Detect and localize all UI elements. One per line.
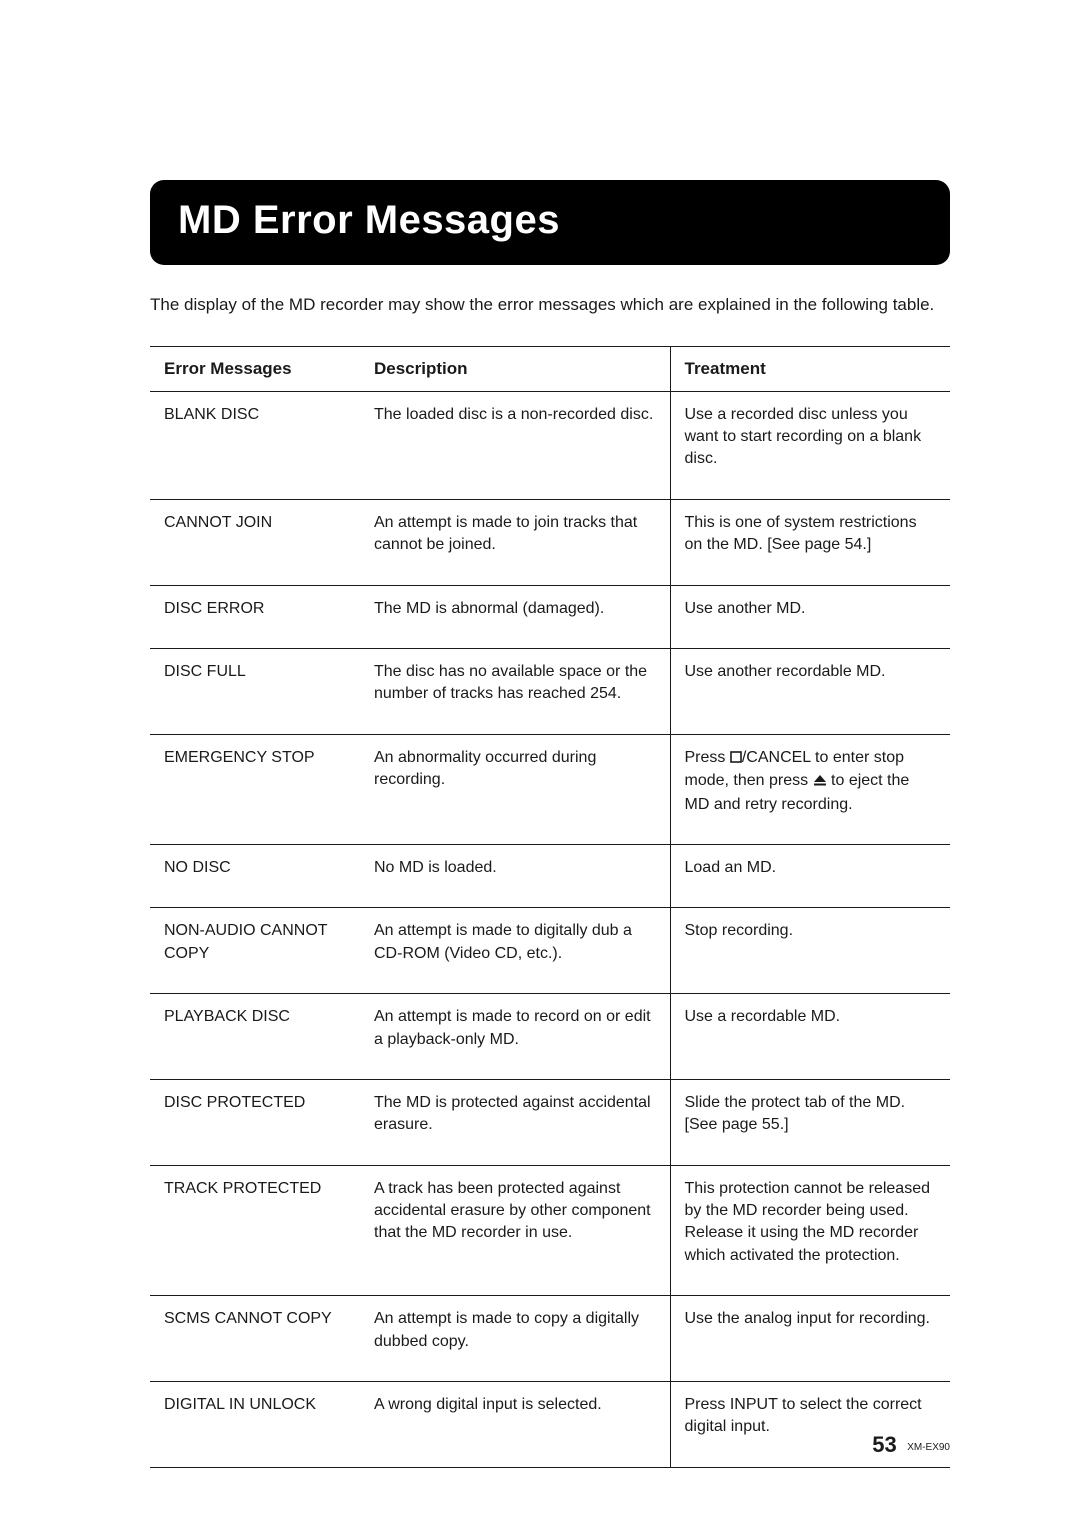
- cell-msg: DISC FULL: [150, 648, 360, 734]
- eject-icon: [813, 771, 827, 793]
- footer: 53 XM-EX90: [872, 1432, 950, 1458]
- cell-desc: The loaded disc is a non-recorded disc.: [360, 391, 670, 499]
- error-table: Error Messages Description Treatment BLA…: [150, 346, 950, 1468]
- table-row: NO DISC No MD is loaded. Load an MD.: [150, 844, 950, 907]
- cell-desc: The disc has no available space or the n…: [360, 648, 670, 734]
- cell-treat: Use the analog input for recording.: [670, 1296, 950, 1382]
- header-error-messages: Error Messages: [150, 346, 360, 391]
- header-description: Description: [360, 346, 670, 391]
- cell-desc: An attempt is made to record on or edit …: [360, 994, 670, 1080]
- cell-treat: This is one of system restrictions on th…: [670, 499, 950, 585]
- table-row: NON-AUDIO CANNOT COPY An attempt is made…: [150, 908, 950, 994]
- table-row: DIGITAL IN UNLOCK A wrong digital input …: [150, 1382, 950, 1468]
- table-row: CANNOT JOIN An attempt is made to join t…: [150, 499, 950, 585]
- cell-msg: DIGITAL IN UNLOCK: [150, 1382, 360, 1468]
- cell-desc: An attempt is made to join tracks that c…: [360, 499, 670, 585]
- cell-desc: The MD is abnormal (damaged).: [360, 585, 670, 648]
- stop-icon: [730, 748, 742, 770]
- table-row: DISC ERROR The MD is abnormal (damaged).…: [150, 585, 950, 648]
- cell-treat: Slide the protect tab of the MD. [See pa…: [670, 1079, 950, 1165]
- cell-desc: No MD is loaded.: [360, 844, 670, 907]
- table-row: SCMS CANNOT COPY An attempt is made to c…: [150, 1296, 950, 1382]
- cell-msg: DISC PROTECTED: [150, 1079, 360, 1165]
- page: MD Error Messages The display of the MD …: [0, 0, 1080, 1528]
- cell-desc: An attempt is made to copy a digitally d…: [360, 1296, 670, 1382]
- cell-msg: SCMS CANNOT COPY: [150, 1296, 360, 1382]
- cell-treat: Use a recordable MD.: [670, 994, 950, 1080]
- cell-treat: Use another MD.: [670, 585, 950, 648]
- cell-treat: Use a recorded disc unless you want to s…: [670, 391, 950, 499]
- table-row: TRACK PROTECTED A track has been protect…: [150, 1165, 950, 1296]
- table-row: BLANK DISC The loaded disc is a non-reco…: [150, 391, 950, 499]
- model-label: XM-EX90: [907, 1442, 950, 1453]
- cell-treat: Load an MD.: [670, 844, 950, 907]
- table-header-row: Error Messages Description Treatment: [150, 346, 950, 391]
- cell-desc: A wrong digital input is selected.: [360, 1382, 670, 1468]
- table-row: EMERGENCY STOP An abnormality occurred d…: [150, 734, 950, 844]
- cell-desc: A track has been protected against accid…: [360, 1165, 670, 1296]
- cell-msg: TRACK PROTECTED: [150, 1165, 360, 1296]
- cell-treat-text: Press: [685, 749, 730, 766]
- cell-msg: PLAYBACK DISC: [150, 994, 360, 1080]
- cell-msg: NO DISC: [150, 844, 360, 907]
- cell-treat: Use another recordable MD.: [670, 648, 950, 734]
- table-row: PLAYBACK DISC An attempt is made to reco…: [150, 994, 950, 1080]
- header-treatment: Treatment: [670, 346, 950, 391]
- table-row: DISC PROTECTED The MD is protected again…: [150, 1079, 950, 1165]
- cell-desc: The MD is protected against accidental e…: [360, 1079, 670, 1165]
- cell-treat: Press /CANCEL to enter stop mode, then p…: [670, 734, 950, 844]
- cell-treat: Stop recording.: [670, 908, 950, 994]
- cell-desc: An attempt is made to digitally dub a CD…: [360, 908, 670, 994]
- cell-msg: BLANK DISC: [150, 391, 360, 499]
- cell-desc: An abnormality occurred during recording…: [360, 734, 670, 844]
- title-bar: MD Error Messages: [150, 180, 950, 265]
- cell-treat: This protection cannot be released by th…: [670, 1165, 950, 1296]
- page-number: 53: [872, 1432, 896, 1457]
- table-row: DISC FULL The disc has no available spac…: [150, 648, 950, 734]
- intro-text: The display of the MD recorder may show …: [150, 293, 950, 318]
- page-title: MD Error Messages: [178, 198, 922, 243]
- cell-msg: DISC ERROR: [150, 585, 360, 648]
- cell-msg: CANNOT JOIN: [150, 499, 360, 585]
- cell-msg: EMERGENCY STOP: [150, 734, 360, 844]
- cell-msg: NON-AUDIO CANNOT COPY: [150, 908, 360, 994]
